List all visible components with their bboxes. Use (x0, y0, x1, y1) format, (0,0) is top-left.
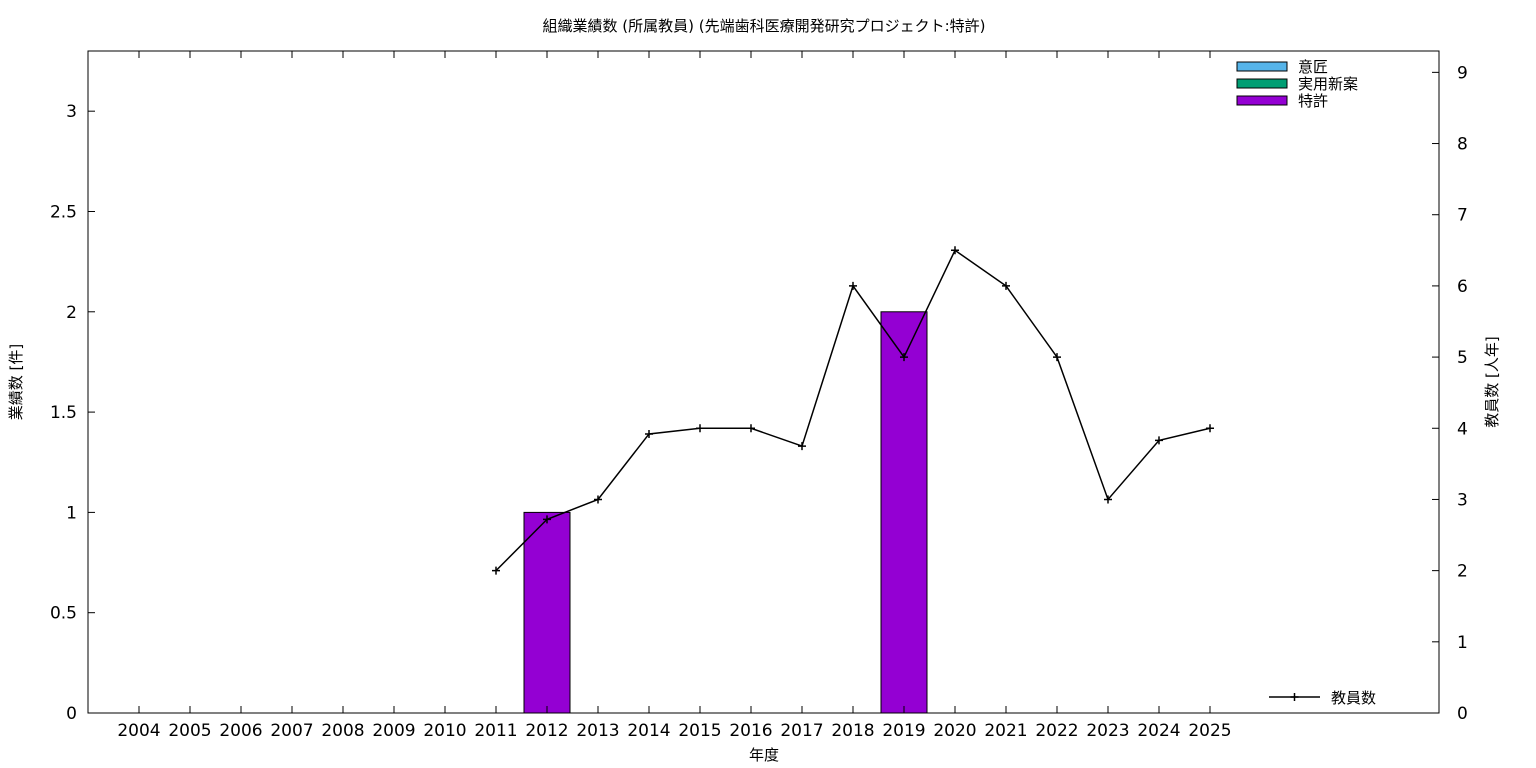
line-point (900, 353, 908, 362)
x-tick-label: 2022 (1035, 721, 1078, 741)
line-point (951, 246, 959, 255)
line-point (594, 495, 602, 504)
x-tick-label: 2018 (831, 721, 874, 741)
x-tick-label: 2013 (576, 721, 619, 741)
y-left-axis-title: 業績数 [件] (7, 344, 25, 420)
x-tick-label: 2017 (780, 721, 823, 741)
y-right-tick-label: 8 (1457, 135, 1468, 155)
x-tick-label: 2010 (423, 721, 466, 741)
line-point (645, 429, 653, 438)
legend-swatch-1 (1236, 78, 1288, 89)
x-axis-title: 年度 (749, 746, 779, 764)
y-right-tick-label: 6 (1457, 277, 1468, 297)
chart-title: 組織業績数 (所属教員) (先端歯科医療開発研究プロジェクト:特許) (542, 17, 985, 35)
line-point (1155, 436, 1163, 445)
x-tick-label: 2019 (882, 721, 925, 741)
y-right-tick-label: 1 (1457, 633, 1468, 653)
bars-layer (523, 311, 928, 714)
legend-label-1: 実用新案 (1298, 75, 1358, 93)
line-point (1104, 495, 1112, 504)
x-tick-label: 2004 (117, 721, 160, 741)
line-point (1053, 353, 1061, 362)
line-point (747, 424, 755, 433)
x-tick-label: 2021 (984, 721, 1027, 741)
x-tick-label: 2025 (1188, 721, 1231, 741)
y-left-tick-label: 1.5 (50, 403, 77, 423)
x-tick-label: 2006 (219, 721, 262, 741)
y-right-tick-label: 2 (1457, 562, 1468, 582)
x-tick-label: 2014 (627, 721, 670, 741)
legend-swatch-0 (1236, 61, 1288, 72)
y-left-tick-label: 1 (66, 503, 77, 523)
y-left-tick-label: 3 (66, 102, 77, 122)
line-point (849, 281, 857, 290)
x-tick-label: 2008 (321, 721, 364, 741)
legend-label-2: 特許 (1298, 92, 1328, 110)
x-tick-label: 2011 (474, 721, 517, 741)
y-right-axis-title: 教員数 [人年] (1483, 336, 1501, 427)
x-tick-label: 2005 (168, 721, 211, 741)
legend-line-label: 教員数 (1331, 689, 1376, 707)
y-right-tick-label: 4 (1457, 419, 1468, 439)
x-tick-label: 2023 (1086, 721, 1129, 741)
line-point (696, 424, 704, 433)
bar-2019 (880, 311, 928, 714)
y-right-tick-label: 5 (1457, 348, 1468, 368)
line-point (1002, 281, 1010, 290)
x-tick-label: 2009 (372, 721, 415, 741)
y-right-tick-label: 9 (1457, 63, 1468, 83)
y-right-tick-label: 0 (1457, 704, 1468, 724)
x-tick-label: 2024 (1137, 721, 1180, 741)
legend-swatch-2 (1236, 95, 1288, 106)
line-point (798, 442, 806, 451)
y-right-tick-label: 7 (1457, 206, 1468, 226)
legend-line-marker (1290, 693, 1299, 701)
y-left-tick-label: 0 (66, 704, 77, 724)
line-point (1206, 424, 1214, 433)
x-tick-label: 2020 (933, 721, 976, 741)
y-left-tick-label: 2 (66, 303, 77, 323)
x-tick-label: 2016 (729, 721, 772, 741)
line-layer (492, 246, 1214, 575)
x-tick-label: 2007 (270, 721, 313, 741)
x-tick-label: 2015 (678, 721, 721, 741)
y-left-tick-label: 2.5 (50, 202, 77, 222)
line-point (492, 566, 500, 575)
line-faculty-count (495, 249, 1211, 572)
ticks-layer: 2004 2005 2006 2007 2008 2009 2010 2011 2012 2013… (50, 51, 1468, 741)
bar-2012 (523, 511, 571, 714)
x-tick-label: 2012 (525, 721, 568, 741)
legend-line: 教員数 (1269, 689, 1376, 707)
y-right-tick-label: 3 (1457, 490, 1468, 510)
line-point (543, 515, 551, 524)
plot-frame (87, 50, 1440, 714)
legend-label-0: 意匠 (1298, 58, 1328, 76)
y-left-tick-label: 0.5 (50, 604, 77, 624)
